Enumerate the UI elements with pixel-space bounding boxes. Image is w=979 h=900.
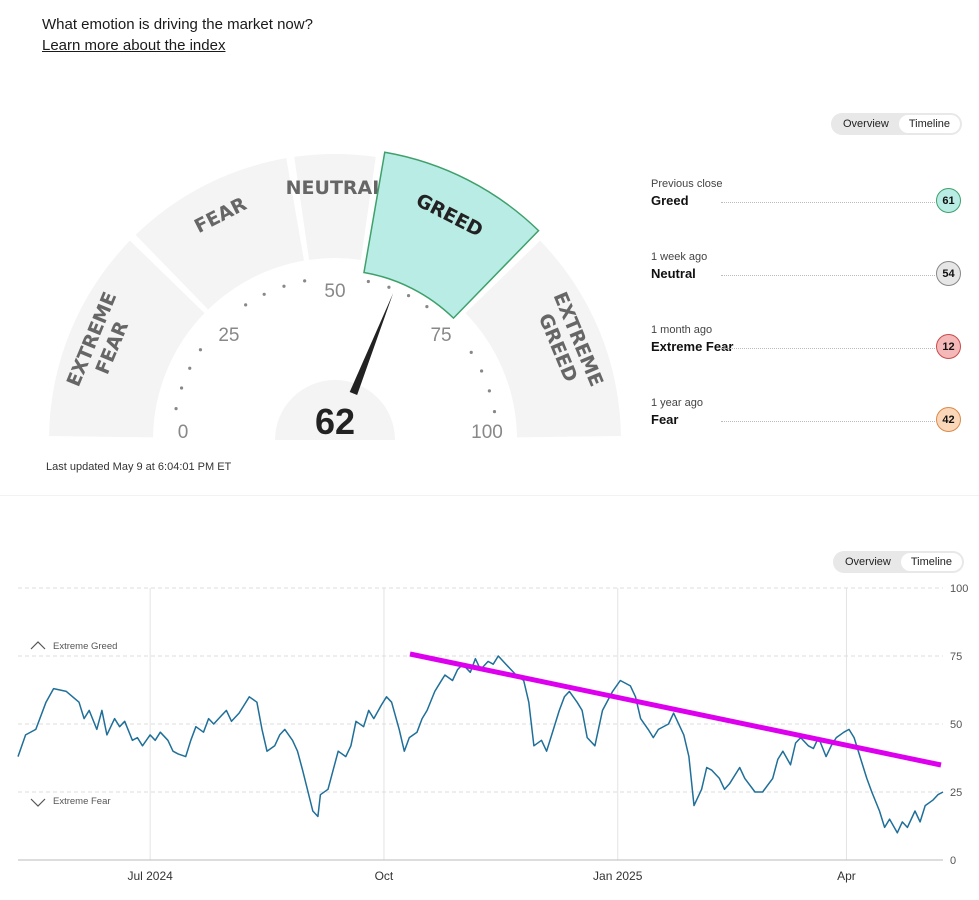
annotation-label: Extreme Fear: [53, 796, 111, 807]
trend-line: [409, 651, 942, 768]
history-badge: 12: [936, 334, 961, 359]
gauge-dot: [282, 284, 286, 288]
gauge-tick-label: 25: [218, 325, 239, 346]
x-tick-label: Oct: [375, 869, 394, 883]
history-rating: Fear: [651, 412, 679, 427]
history-badge: 54: [936, 261, 961, 286]
fear-greed-gauge: EXTREMEFEARFEARNEUTRALGREEDEXTREMEGREED0…: [49, 151, 621, 443]
gauge-tick-label: 100: [471, 422, 503, 443]
y-tick-label: 25: [950, 787, 962, 799]
gauge-dot: [188, 366, 192, 370]
history-item: 1 month ago Extreme Fear 12: [651, 324, 965, 366]
gauge-value: 62: [315, 401, 355, 442]
view-toggle-bottom: Overview Timeline: [833, 551, 965, 573]
history-item: 1 year ago Fear 42: [651, 397, 965, 439]
gauge-dot: [366, 279, 370, 284]
history-item: Previous close Greed 61: [651, 178, 965, 220]
gauge-segment-neutral: [294, 154, 376, 260]
gauge-dot: [469, 350, 473, 354]
x-tick-label: Apr: [837, 869, 856, 883]
gauge-tick-label: 0: [178, 422, 189, 443]
timeline-chart: Jul 2024 Oct Jan 2025 Apr 0 25 50 75 100 Extreme …: [17, 583, 968, 883]
history-leader: [721, 421, 935, 422]
gauge-tick-label: 75: [430, 325, 451, 346]
x-tick-label: Jul 2024: [127, 869, 173, 883]
gauge-dot: [174, 407, 178, 411]
gauge-dot: [303, 279, 307, 283]
annotation-label: Extreme Greed: [53, 641, 117, 652]
history-when: Previous close: [651, 178, 723, 190]
gauge-dot: [492, 410, 497, 414]
last-updated: Last updated May 9 at 6:04:01 PM ET: [46, 461, 232, 473]
history-leader: [721, 348, 935, 349]
gauge-label-neutral: NEUTRAL: [286, 177, 385, 199]
history-item: 1 week ago Neutral 54: [651, 251, 965, 293]
gauge-dot: [425, 304, 429, 309]
chevron-up-icon: [30, 641, 46, 650]
y-tick-label: 0: [950, 855, 956, 867]
history-rating: Greed: [651, 193, 689, 208]
gauge-dot: [262, 292, 266, 296]
gauge-dot: [487, 389, 491, 393]
gauge-hub: [275, 380, 395, 440]
x-tick-label: Jan 2025: [593, 869, 643, 883]
timeline-tab-bottom[interactable]: Timeline: [900, 553, 963, 571]
history-when: 1 month ago: [651, 324, 713, 336]
overview-tab-top[interactable]: Overview: [843, 118, 889, 130]
y-tick-label: 100: [950, 583, 968, 595]
series-line: [17, 655, 944, 834]
gauge-tick-label: 50: [324, 281, 345, 302]
history-rating: Extreme Fear: [651, 339, 734, 354]
history-badge: 61: [936, 188, 961, 213]
history-rating: Neutral: [651, 266, 696, 281]
overview-tab-bottom[interactable]: Overview: [845, 556, 891, 568]
chevron-down-icon: [30, 798, 46, 807]
gauge-dot: [406, 294, 411, 298]
gauge-dot: [244, 303, 248, 307]
gauge-segment-greed: [363, 151, 540, 320]
header-question: What emotion is driving the market now?: [42, 16, 313, 33]
history-badge: 42: [936, 407, 961, 432]
gauge-dot: [179, 386, 184, 390]
history-when: 1 week ago: [651, 251, 708, 263]
learn-more-link[interactable]: Learn more about the index: [42, 37, 226, 54]
timeline-tab-top[interactable]: Timeline: [898, 115, 961, 133]
gauge-segment-fear: [135, 158, 304, 310]
gauge-dot: [198, 348, 203, 352]
history-leader: [721, 275, 935, 276]
gauge-dot: [387, 285, 391, 289]
y-tick-label: 75: [950, 651, 962, 663]
gauge-needle: [349, 293, 394, 395]
history-when: 1 year ago: [651, 397, 703, 409]
section-divider: [0, 495, 979, 496]
y-tick-label: 50: [950, 719, 962, 731]
gauge-dot: [479, 369, 484, 373]
view-toggle-top: Overview Timeline: [831, 113, 963, 135]
gauge-segment-extreme-fear: [49, 240, 205, 438]
history-leader: [721, 202, 935, 203]
gauge-segment-extreme-greed: [465, 240, 621, 438]
